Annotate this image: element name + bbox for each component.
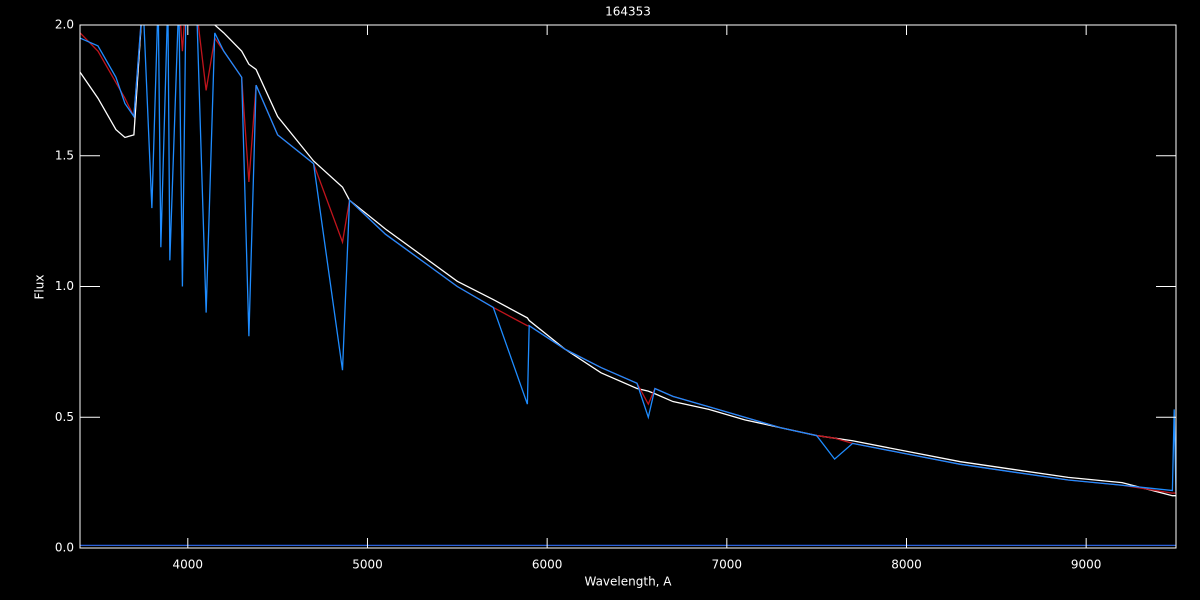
x-tick-label: 5000: [352, 558, 383, 572]
x-axis-label: Wavelength, A: [584, 575, 672, 589]
chart-title: 164353: [605, 5, 651, 19]
spectrum-line: [80, 25, 1176, 497]
y-tick-label: 2.0: [55, 18, 74, 32]
x-tick-label: 7000: [712, 558, 743, 572]
x-tick-label: 8000: [891, 558, 922, 572]
y-tick-label: 1.5: [55, 148, 74, 162]
spectrum-line: [80, 25, 1176, 494]
x-tick-label: 6000: [532, 558, 563, 572]
y-axis-label: Flux: [33, 275, 47, 300]
y-tick-label: 0.5: [55, 410, 74, 424]
spectrum-line: [80, 25, 1176, 494]
y-tick-label: 1.0: [55, 279, 74, 293]
plot-area: [80, 25, 1176, 547]
x-tick-label: 9000: [1071, 558, 1102, 572]
x-tick-label: 4000: [173, 558, 204, 572]
y-tick-label: 0.0: [55, 541, 74, 555]
